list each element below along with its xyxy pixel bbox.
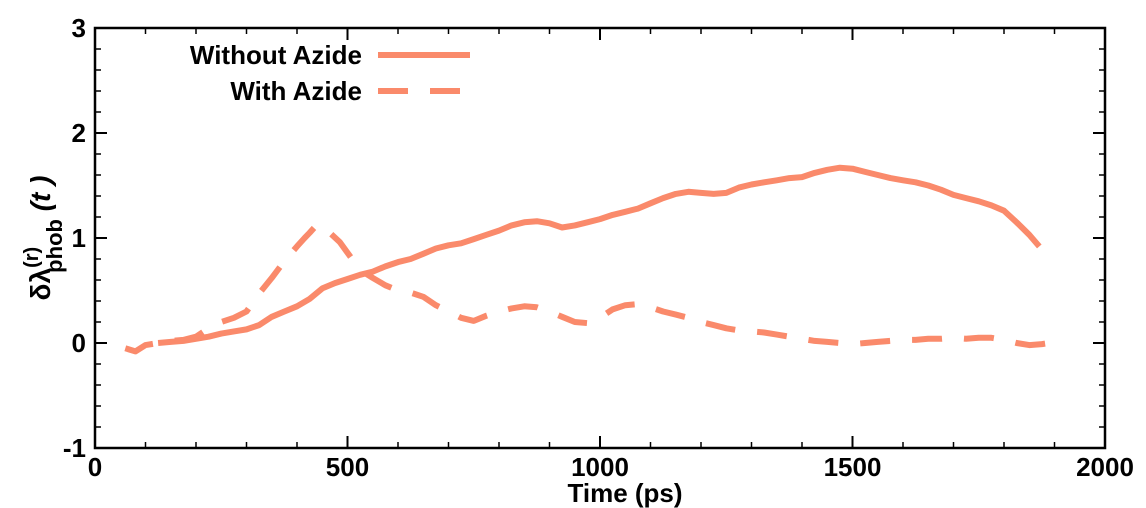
series-line-without-azide [157,164,1042,346]
legend: Without Azide With Azide [190,40,470,106]
x-tick-label: 1000 [571,452,629,482]
y-axis-title-prefix: δλ [25,268,56,301]
y-tick-label: -1 [63,433,86,463]
y-tick-label: 0 [72,328,86,358]
legend-label: Without Azide [190,40,362,70]
axis-ticks [94,27,1106,449]
series-line-with-azide [124,221,1050,355]
y-tick-label: 2 [72,118,86,148]
y-axis-title-suffix: (t ) [25,176,56,220]
y-tick-label: 1 [72,223,86,253]
x-tick-label: 500 [326,452,369,482]
y-axis-title: δλ(r)phob (t ) [21,176,67,301]
x-axis-title: Time (ps) [567,478,682,508]
x-tick-label: 0 [88,452,102,482]
x-tick-label: 2000 [1076,452,1134,482]
y-tick-label: 3 [72,13,86,43]
y-axis-title-superscript: (r) [21,247,43,268]
plot-series [124,164,1050,355]
svg-text:δλ(r)phob (t ): δλ(r)phob (t ) [21,176,67,301]
y-axis-title-subscript: phob [42,219,67,273]
legend-label: With Azide [230,76,362,106]
x-tick-label: 1500 [824,452,882,482]
